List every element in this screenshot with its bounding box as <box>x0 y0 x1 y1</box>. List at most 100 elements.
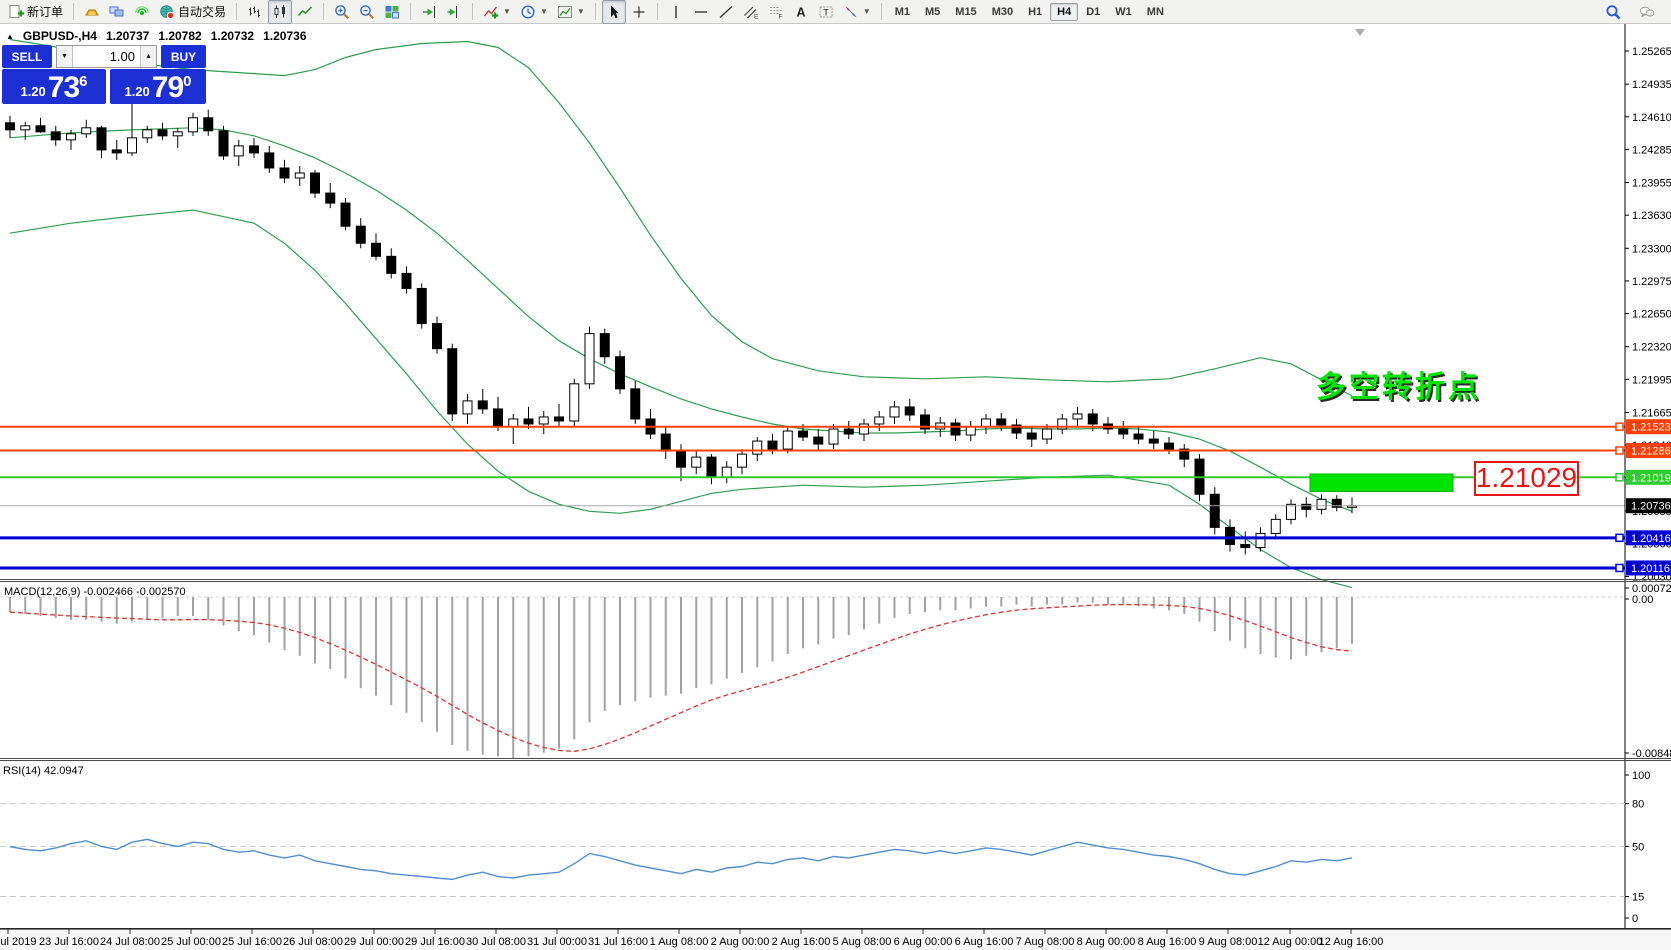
textA-glyph: A <box>796 5 805 19</box>
one-click-trade-panel: SELL ▼ 1.00 ▲ BUY 1.20 73 6 1.20 79 0 <box>2 45 206 104</box>
timeframe-m15[interactable]: M15 <box>955 5 977 18</box>
buy-price[interactable]: 1.20 79 0 <box>110 69 206 104</box>
timeframe-h4[interactable]: H4 <box>1050 2 1079 21</box>
time-label: 31 Jul 00:00 <box>527 936 587 948</box>
macd-label: MACD(12,26,9) -0.002466 -0.002570 <box>4 586 186 598</box>
line-glyph <box>297 5 313 16</box>
text-label-button[interactable]: T <box>814 0 838 24</box>
candle <box>157 129 168 137</box>
zoom-out-button[interactable] <box>355 0 379 24</box>
search-icon[interactable] <box>1601 0 1625 24</box>
symbol-name: GBPUSD-,H4 <box>22 29 97 43</box>
arrows-button[interactable]: ▼ <box>839 0 875 24</box>
tile-windows-button[interactable] <box>380 0 404 24</box>
crosshair-glyph <box>633 6 645 17</box>
price-label-box[interactable] <box>1474 461 1579 496</box>
line-chart-button[interactable] <box>293 0 317 24</box>
bollinger-middle <box>9 127 1353 512</box>
highlight-box[interactable] <box>1309 473 1454 492</box>
fibonacci-button[interactable]: F <box>764 0 788 24</box>
candle <box>1011 424 1022 434</box>
horizontal-line-button[interactable] <box>689 0 713 24</box>
candle-chart-button[interactable] <box>268 0 293 24</box>
vertical-line-button[interactable] <box>664 0 688 24</box>
market-watch-button[interactable] <box>80 0 104 24</box>
monitors-glyph <box>109 6 124 16</box>
timeframe-w1[interactable]: W1 <box>1115 5 1132 18</box>
periods-button[interactable]: ▼ <box>516 0 552 24</box>
candle <box>920 414 930 430</box>
svg-text:E: E <box>754 13 759 20</box>
time-label: 30 Jul 08:00 <box>466 936 526 948</box>
equidistant-channel-button[interactable]: E <box>739 0 763 24</box>
time-label: 24 Jul 08:00 <box>100 936 160 948</box>
buy-button[interactable]: BUY <box>161 45 206 68</box>
candle <box>264 152 275 169</box>
candle <box>706 456 717 478</box>
candle <box>477 400 488 410</box>
svg-text:1.24285: 1.24285 <box>1632 144 1671 156</box>
chat-icon[interactable] <box>1635 0 1659 24</box>
candle <box>752 440 763 455</box>
sell-price[interactable]: 1.20 73 6 <box>2 69 106 104</box>
timeframe-d1[interactable]: D1 <box>1086 5 1101 18</box>
tline-glyph <box>719 5 733 18</box>
price-tag <box>1626 419 1671 435</box>
timeframe-m5[interactable]: M5 <box>925 5 941 18</box>
tiles-glyph <box>385 5 400 18</box>
ohlc-low: 1.20732 <box>210 29 255 43</box>
candle <box>5 122 15 131</box>
time-label: 9 Aug 08:00 <box>1199 936 1258 948</box>
time-label: 25 Jul 00:00 <box>161 936 221 948</box>
ohlc-close: 1.20736 <box>263 29 307 43</box>
new-order-button[interactable]: 新订单 <box>4 0 67 24</box>
volume-increase-button[interactable]: ▲ <box>140 46 156 67</box>
chart-shift-button[interactable] <box>442 0 466 24</box>
shift-glyph <box>447 5 458 18</box>
timeframe-h1[interactable]: H1 <box>1028 5 1043 18</box>
timeframe-mn[interactable]: MN <box>1146 5 1164 18</box>
price-label-text: 1.21029 <box>1476 462 1577 493</box>
candle <box>676 450 686 468</box>
turning-point-text[interactable]: 多空转折点 <box>1316 371 1481 404</box>
channel-glyph: E <box>743 6 759 20</box>
svg-text:100: 100 <box>1632 770 1650 782</box>
crosshair-button[interactable] <box>627 0 651 24</box>
hline-glyph <box>694 10 707 13</box>
time-label: 23 Jul 16:00 <box>39 936 99 948</box>
chart-shift-marker[interactable] <box>1355 29 1365 36</box>
volume-input[interactable]: 1.00 <box>109 49 135 64</box>
data-window-button[interactable] <box>105 0 129 24</box>
time-label: 12 Aug 16:00 <box>1319 936 1384 948</box>
timeframe-m1[interactable]: M1 <box>894 5 910 18</box>
sell-price-sup: 6 <box>79 73 88 90</box>
candle <box>721 466 732 478</box>
svg-text:15: 15 <box>1632 892 1644 904</box>
volume-decrease-button[interactable]: ▼ <box>57 46 73 67</box>
text-button[interactable]: A <box>789 0 813 24</box>
sell-button[interactable]: SELL <box>2 45 52 68</box>
candle <box>340 202 351 227</box>
autotrade-button[interactable]: 自动交易 <box>155 0 230 24</box>
indicators-button[interactable]: ▼ <box>479 0 515 24</box>
zoom-in-button[interactable] <box>330 0 354 24</box>
bar-chart-button[interactable] <box>243 0 267 24</box>
time-label: 26 Jul 08:00 <box>283 936 343 948</box>
timeframe-m30[interactable]: M30 <box>991 5 1014 18</box>
svg-text:1.22975: 1.22975 <box>1632 276 1671 288</box>
time-label: 29 Jul 16:00 <box>405 936 465 948</box>
autotrade-button-label: 自动交易 <box>178 5 227 19</box>
candle <box>447 348 458 415</box>
templates-button[interactable]: ▼ <box>553 0 589 24</box>
cursor-button[interactable] <box>601 0 626 24</box>
trendline-button[interactable] <box>714 0 738 24</box>
auto-scroll-button[interactable] <box>417 0 441 24</box>
chevron-down-icon: ▼ <box>862 7 871 16</box>
svg-text:1.23300: 1.23300 <box>1632 243 1671 255</box>
time-label: 6 Aug 00:00 <box>894 936 953 948</box>
signals-button[interactable] <box>130 0 154 24</box>
time-label: 2 Aug 00:00 <box>711 936 770 948</box>
candle <box>523 418 534 425</box>
